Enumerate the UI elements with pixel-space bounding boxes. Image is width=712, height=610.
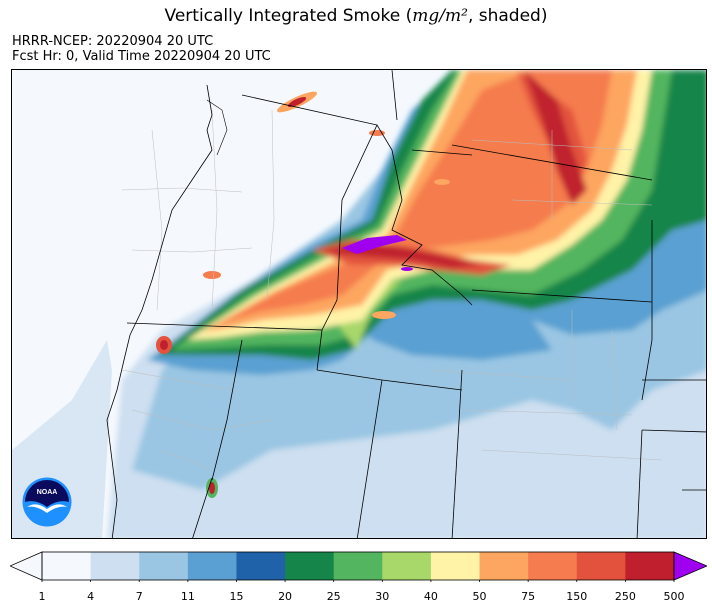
colorbar-cell: [333, 552, 383, 580]
colorbar-cell: [382, 552, 432, 580]
colorbar-cell: [236, 552, 286, 580]
colorbar-tick-label: 75: [521, 590, 536, 603]
noaa-logo-gull: [27, 504, 67, 513]
colorbar-over-triangle: [673, 551, 707, 581]
colorbar-tick-label: 4: [87, 590, 95, 603]
colorbar-cell: [576, 552, 626, 580]
map-title: Vertically Integrated Smoke (mg/m², shad…: [0, 6, 712, 26]
colorbar-cell: [42, 552, 92, 580]
colorbar-cell: [528, 552, 578, 580]
colorbar-tick-label: 150: [566, 590, 588, 603]
colorbar-tick-marks: [41, 580, 675, 582]
puget-sound: [206, 99, 228, 156]
colorbar-tick-label: 1: [38, 590, 46, 603]
colorbar-tick-label: 40: [423, 590, 438, 603]
colorbar-cell: [139, 552, 189, 580]
title-units: mg/m²: [412, 6, 468, 26]
colorbar-tick-label: 250: [614, 590, 636, 603]
hotspot-6-core: [209, 482, 215, 494]
hotspot-3: [203, 271, 221, 279]
colorbar-tick-label: 11: [180, 590, 195, 603]
colorbar-cell: [430, 552, 481, 580]
colorbar-cells: [42, 552, 675, 580]
hotspot-1-core: [287, 96, 307, 108]
model-run-label: HRRR-NCEP: 20220904 20 UTC: [12, 34, 214, 49]
colorbar-cell: [90, 552, 140, 580]
county-lines: [121, 109, 663, 471]
smoke-plume-layers: [107, 70, 706, 538]
colorbar-tick-label: 50: [472, 590, 487, 603]
smoke-layer-75: [217, 70, 612, 325]
colorbar-tick-label: 25: [326, 590, 341, 603]
colorbar-tick-label: 500: [663, 590, 685, 603]
smoke-layer-250-north: [524, 70, 587, 205]
state-borders: [126, 70, 706, 538]
colorbar-cell: [625, 552, 675, 580]
smoke-over-500: [342, 235, 407, 254]
hotspot-5: [372, 311, 396, 319]
colorbar-cell: [479, 552, 529, 580]
colorbar-tick-label: 7: [135, 590, 143, 603]
title-prefix: Vertically Integrated Smoke (: [164, 6, 413, 26]
title-suffix: , shaded): [467, 6, 548, 26]
smoke-map-svg: [12, 70, 706, 538]
noaa-logo-text: NOAA: [37, 489, 58, 496]
colorbar-under-triangle: [10, 551, 43, 581]
valid-time-label: Fcst Hr: 0, Valid Time 20220904 20 UTC: [12, 49, 271, 64]
colorbar-tick-label: 30: [375, 590, 390, 603]
colorbar-cell: [285, 552, 335, 580]
hotspot-7: [434, 179, 450, 185]
colorbar-cell: [187, 552, 237, 580]
noaa-logo: NOAA: [22, 477, 72, 527]
smoke-map: [11, 69, 707, 539]
noaa-logo-top: [25, 480, 69, 507]
hotspot-4-core: [160, 340, 168, 350]
colorbar-tick-label: 15: [229, 590, 244, 603]
colorbar-frame: [41, 551, 675, 581]
colorbar-tick-label: 20: [278, 590, 293, 603]
smoke-over-500-small: [401, 267, 413, 271]
coastline: [106, 84, 213, 538]
colorbar: [10, 551, 707, 582]
